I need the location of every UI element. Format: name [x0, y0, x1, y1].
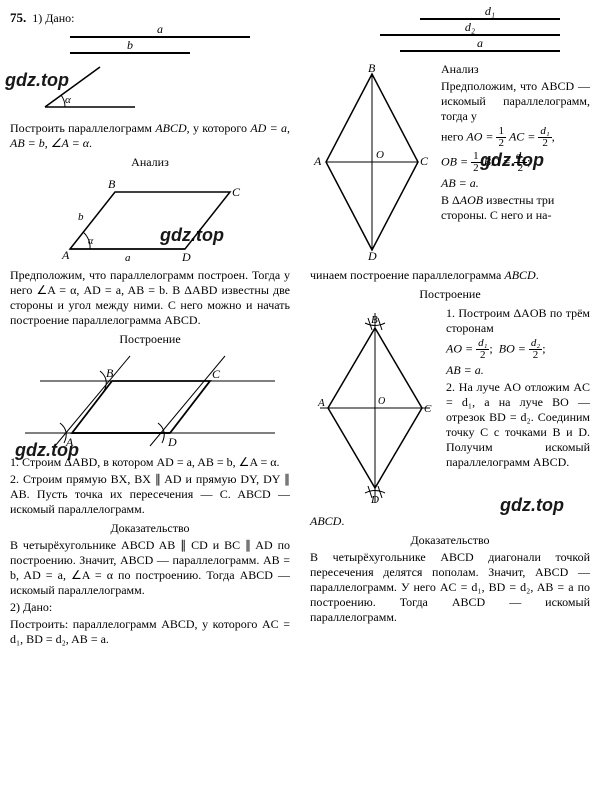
proof-text-right: В четырёхугольнике ABCD диагонали точкой… [310, 550, 590, 625]
step1b-right: AO = d₁2; BO = d₂2; [446, 338, 590, 361]
eq-ao-line: него AO = 12 AC = d₁2, [441, 126, 590, 149]
right-column: d₁ d₂ a B C D A O Анализ Предположим, ч [300, 0, 600, 810]
analysis-heading-right: Анализ [441, 62, 590, 77]
svg-text:C: C [420, 154, 429, 168]
svg-text:A: A [61, 248, 70, 262]
segment-d2: d₂ [380, 26, 560, 40]
eq-ab: AB = a. [441, 176, 590, 191]
page: 75. 1) Дано: a b α Построить параллелогр… [0, 0, 600, 810]
frac-d1-2: d₁2 [538, 126, 551, 149]
construct-heading-right: Построение [310, 287, 590, 302]
watermark-1: gdz.top [5, 70, 69, 91]
svg-text:b: b [78, 211, 84, 223]
watermark-2: gdz.top [160, 225, 224, 246]
part1-label: 1) Дано: [32, 11, 74, 25]
construction-figure: A B C D [20, 351, 280, 451]
svg-text:a: a [125, 252, 131, 264]
analysis-t1: Предположим, что ABCD — искомый параллел… [441, 79, 590, 124]
segment-a-right-label: a [477, 36, 483, 51]
svg-text:B: B [371, 314, 378, 326]
parallelogram-figure-1: A B C D a b α [50, 174, 250, 264]
problem-number: 75. [10, 10, 26, 25]
build-statement: Построить параллелограмм ABCD, у которог… [10, 121, 290, 151]
segment-b-label: b [127, 38, 133, 53]
left-column: 75. 1) Дано: a b α Построить параллелогр… [0, 0, 300, 810]
part2-label: 2) Дано: [10, 600, 290, 615]
frac-half-1: 12 [496, 126, 506, 149]
analysis-t2-partial: В ΔAOB известны три стороны. С него и на… [441, 193, 590, 223]
construct-block-right: B C D A O 1. Построим ΔAOB по трём сторо… [310, 304, 590, 512]
segment-d2-label: d₂ [465, 20, 475, 35]
svg-text:α: α [88, 236, 94, 247]
segment-a: a [70, 28, 250, 42]
svg-text:D: D [167, 435, 177, 449]
svg-text:C: C [424, 403, 432, 415]
rhombus-construction: B C D A O [310, 308, 440, 508]
problem-line: 75. 1) Дано: [10, 10, 290, 26]
svg-text:D: D [181, 250, 191, 264]
svg-text:B: B [368, 62, 376, 75]
svg-text:B: B [108, 177, 116, 191]
watermark-3: gdz.top [15, 440, 79, 461]
rhombus-figure-1: B C D A O [310, 62, 435, 262]
segment-d1: d₁ [420, 10, 560, 24]
proof-heading-left: Доказательство [10, 521, 290, 536]
svg-text:C: C [212, 367, 221, 381]
segment-a-right: a [400, 42, 560, 56]
proof-heading-right: Доказательство [310, 533, 590, 548]
step1a-right: 1. Построим ΔAOB по трём сторонам [446, 306, 590, 336]
segment-a-label: a [157, 22, 163, 37]
segment-b: b [70, 44, 190, 58]
analysis-heading-left: Анализ [10, 155, 290, 170]
svg-text:O: O [378, 396, 385, 407]
svg-text:C: C [232, 185, 241, 199]
part2-build: Построить: параллелограмм ABCD, у которо… [10, 617, 290, 647]
watermark-4: gdz.top [480, 150, 544, 171]
svg-text:D: D [367, 249, 377, 262]
abcd-tail: ABCD. [310, 514, 590, 529]
step1b-ab: AB = a. [446, 363, 590, 378]
watermark-5: gdz.top [500, 495, 564, 516]
construct-heading-left: Построение [10, 332, 290, 347]
svg-text:A: A [317, 397, 325, 409]
step2-left: 2. Строим прямую BX, BX ∥ AD и прямую DY… [10, 472, 290, 517]
analysis-text-left: Предположим, что параллелограмм построен… [10, 268, 290, 328]
svg-text:α: α [65, 94, 71, 106]
analysis-t2-cont: чинаем построение параллелограмма ABCD. [310, 268, 590, 283]
proof-text-left: В четырёхугольнике ABCD AB ∥ CD и BC ∥ A… [10, 538, 290, 598]
step2-right: 2. На луче AO отложим AC = d₁, а на луче… [446, 380, 590, 470]
svg-text:B: B [106, 366, 114, 380]
svg-text:D: D [370, 494, 379, 506]
svg-text:A: A [313, 154, 322, 168]
construct-text-block: 1. Построим ΔAOB по трём сторонам AO = d… [446, 304, 590, 512]
segment-d1-label: d₁ [485, 4, 495, 19]
analysis-block-right: B C D A O Анализ Предположим, что ABCD —… [310, 58, 590, 266]
svg-text:O: O [376, 149, 384, 161]
analysis-text-block: Анализ Предположим, что ABCD — искомый п… [441, 58, 590, 225]
